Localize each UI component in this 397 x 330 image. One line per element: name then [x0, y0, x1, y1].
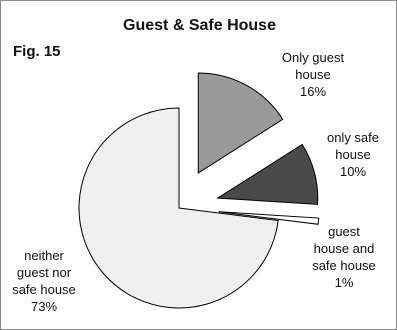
slice-label-neither: neither guest nor safe house 73% — [12, 248, 76, 314]
slice-label-only-guest-house: Only guest house 16% — [281, 50, 345, 99]
pie-slice-only-safe-house — [216, 143, 319, 205]
pie-slice-guest-and-safe-house — [218, 211, 320, 225]
pie-slice-neither — [78, 107, 279, 309]
figure-label: Fig. 15 — [13, 43, 61, 60]
slice-label-guest-and-safe-house: guest house and safe house 1% — [312, 224, 376, 290]
chart-title: Guest & Safe House — [123, 17, 276, 34]
slice-label-only-safe-house: only safe house 10% — [326, 130, 380, 179]
pie-slice-only-guest-house — [197, 72, 284, 174]
